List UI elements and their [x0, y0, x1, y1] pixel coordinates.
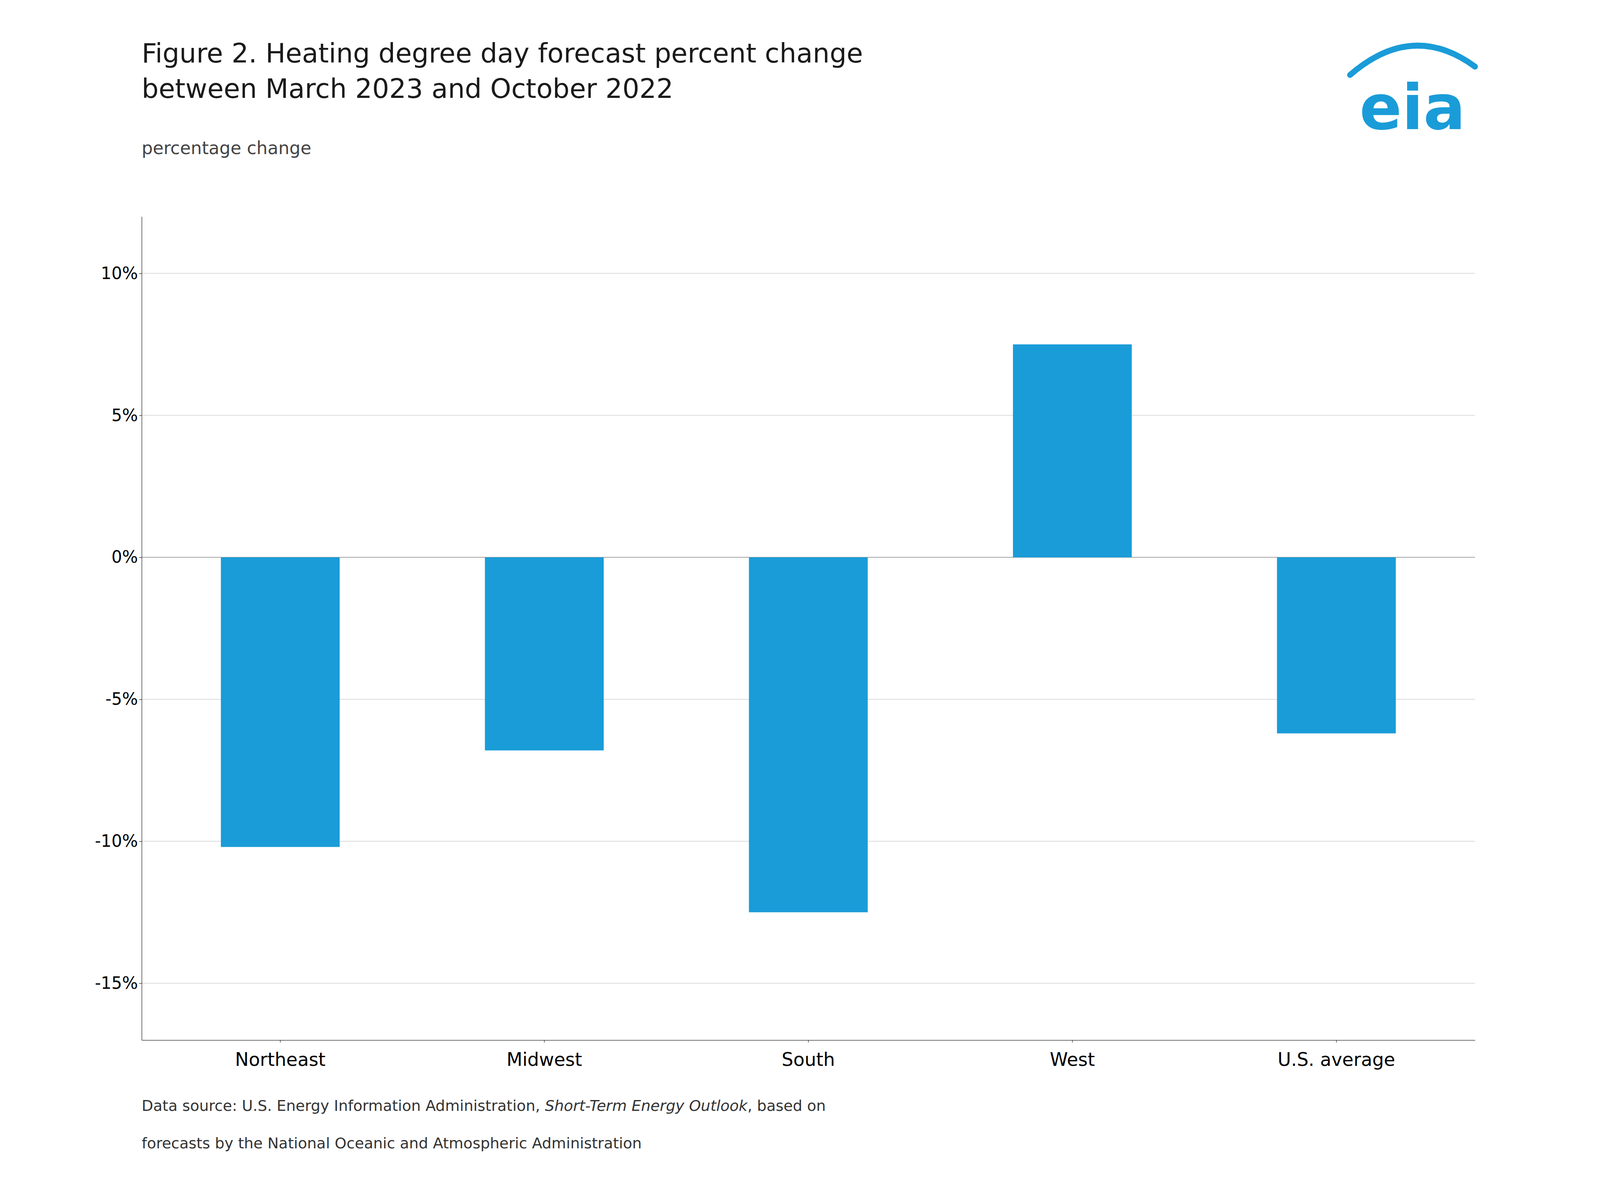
x-tick: West [1050, 1040, 1095, 1071]
bars [220, 344, 1396, 913]
logo: eia [1350, 45, 1475, 144]
bar [1277, 557, 1396, 734]
y-tick-label: -5% [105, 689, 138, 709]
x-tick-label: South [781, 1049, 835, 1071]
x-tick: Northeast [235, 1040, 326, 1071]
x-tick-mark [1336, 1040, 1337, 1043]
y-tick-mark [139, 699, 142, 700]
y-tick: -5% [105, 689, 142, 709]
grid-line [141, 272, 1475, 274]
y-axis: -15% -10% -5% 0% 5% 10% [95, 217, 143, 1041]
plot: -15% -10% -5% 0% 5% 10% Northeast Midwest South W… [95, 217, 1476, 1071]
x-tick-mark [544, 1040, 545, 1043]
x-tick-label: Midwest [506, 1049, 583, 1071]
x-tick-label: Northeast [235, 1049, 326, 1071]
y-axis-line [141, 217, 143, 1041]
grid [141, 273, 1475, 984]
grid-line [141, 983, 1475, 985]
footer-part: , based on [747, 1097, 826, 1115]
title: between March 2023 and October 2022 [141, 73, 674, 105]
bar [485, 557, 604, 751]
x-tick-mark [280, 1040, 281, 1043]
x-tick: South [781, 1040, 835, 1071]
bar [748, 557, 868, 913]
y-tick: 10% [100, 263, 142, 283]
y-tick-label: -15% [95, 973, 138, 993]
y-tick-label: -10% [95, 831, 138, 851]
logo-swoosh [1350, 45, 1475, 75]
x-tick-mark [808, 1040, 809, 1043]
footer: forecasts by the National Oceanic and At… [141, 1135, 642, 1153]
subtitle: percentage change [141, 137, 312, 159]
y-tick: -15% [95, 973, 142, 993]
x-tick-mark [1072, 1040, 1073, 1043]
y-tick-mark [139, 983, 142, 985]
x-tick-label: U.S. average [1277, 1049, 1395, 1071]
footer-part: forecasts by the National Oceanic and At… [141, 1135, 642, 1153]
x-tick: U.S. average [1277, 1040, 1395, 1071]
bar [1012, 344, 1132, 558]
y-tick-label: 5% [111, 405, 138, 425]
y-tick-label: 0% [111, 547, 138, 567]
y-tick-label: 10% [100, 263, 138, 283]
title: Figure 2. Heating degree day forecast pe… [141, 37, 863, 69]
footer-part: Data source: U.S. Energy Information Adm… [141, 1097, 545, 1115]
grid-line [141, 415, 1475, 416]
y-tick: 5% [111, 405, 142, 425]
y-tick-mark [139, 841, 142, 843]
x-axis: Northeast Midwest South West U.S. average [142, 1040, 1476, 1071]
chart: Figure 2. Heating degree day forecast pe… [0, 0, 1600, 1190]
y-tick-mark [139, 273, 142, 274]
y-tick-mark [139, 415, 142, 416]
footer-part: Short-Term Energy Outlook [545, 1097, 749, 1115]
x-tick: Midwest [506, 1040, 583, 1071]
y-tick-mark [139, 557, 142, 558]
y-tick: -10% [95, 831, 142, 851]
footer: Data source: U.S. Energy Information Adm… [141, 1097, 826, 1115]
bar [220, 557, 340, 848]
x-tick-label: West [1050, 1049, 1095, 1071]
y-tick: 0% [111, 547, 142, 567]
logo-text: eia [1359, 71, 1466, 144]
